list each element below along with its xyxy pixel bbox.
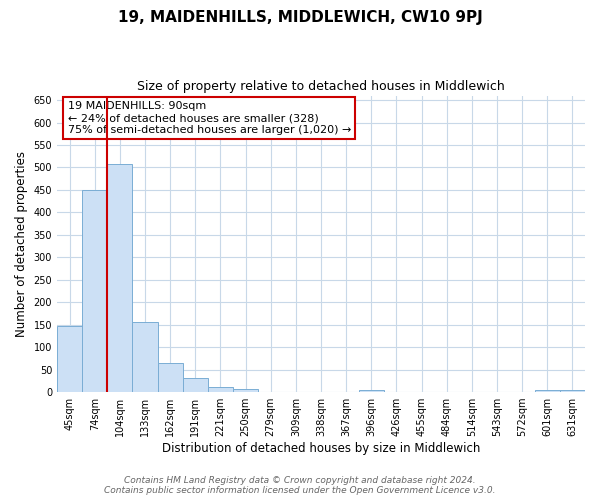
- Bar: [208, 387, 233, 392]
- Bar: [183, 378, 208, 392]
- Bar: [158, 363, 183, 392]
- Text: 19 MAIDENHILLS: 90sqm
← 24% of detached houses are smaller (328)
75% of semi-det: 19 MAIDENHILLS: 90sqm ← 24% of detached …: [68, 102, 351, 134]
- Bar: [133, 322, 158, 392]
- Bar: [560, 390, 585, 392]
- X-axis label: Distribution of detached houses by size in Middlewich: Distribution of detached houses by size …: [162, 442, 480, 455]
- Text: 19, MAIDENHILLS, MIDDLEWICH, CW10 9PJ: 19, MAIDENHILLS, MIDDLEWICH, CW10 9PJ: [118, 10, 482, 25]
- Bar: [82, 190, 107, 392]
- Bar: [107, 164, 133, 392]
- Bar: [359, 390, 384, 392]
- Y-axis label: Number of detached properties: Number of detached properties: [15, 151, 28, 337]
- Text: Contains HM Land Registry data © Crown copyright and database right 2024.
Contai: Contains HM Land Registry data © Crown c…: [104, 476, 496, 495]
- Bar: [233, 389, 258, 392]
- Bar: [57, 326, 82, 392]
- Title: Size of property relative to detached houses in Middlewich: Size of property relative to detached ho…: [137, 80, 505, 93]
- Bar: [535, 390, 560, 392]
